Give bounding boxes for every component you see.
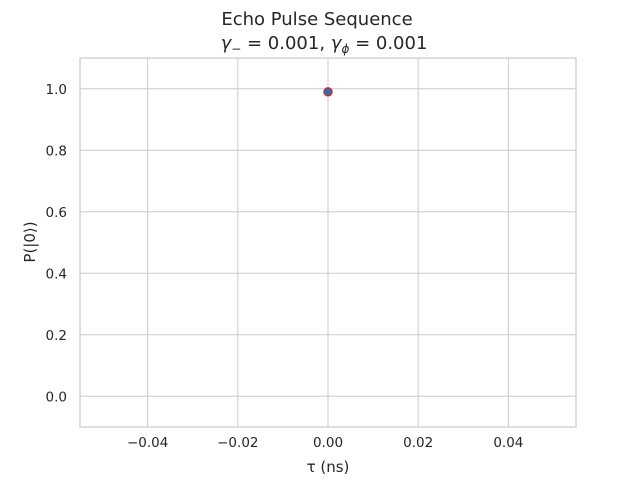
x-tick-label: 0.00 xyxy=(313,435,343,451)
x-tick-label: −0.02 xyxy=(217,435,258,451)
gamma-phi-symbol: γ xyxy=(331,33,343,54)
gamma-minus-subscript: − xyxy=(231,42,241,56)
gamma-minus-value: = 0.001, xyxy=(241,33,331,54)
y-tick-label: 0.2 xyxy=(46,328,67,344)
x-tick-label: −0.04 xyxy=(127,435,168,451)
y-tick-labels: 0.0 0.2 0.4 0.6 0.8 1.0 xyxy=(46,82,67,406)
x-tick-labels: −0.04 −0.02 0.00 0.02 0.04 xyxy=(127,435,523,451)
y-tick-label: 1.0 xyxy=(46,82,67,98)
gamma-phi-subscript: ϕ xyxy=(341,42,349,56)
chart-title-line1: Echo Pulse Sequence xyxy=(221,9,412,30)
y-tick-label: 0.4 xyxy=(46,266,67,282)
y-tick-label: 0.6 xyxy=(46,205,67,221)
x-axis-label: τ (ns) xyxy=(307,458,350,476)
y-tick-label: 0.8 xyxy=(46,143,67,159)
plot-frame xyxy=(79,57,577,428)
chart-title-line2: γ− = 0.001, γϕ = 0.001 xyxy=(221,33,428,56)
y-axis-label: P(|0⟩) xyxy=(21,221,39,262)
data-markers xyxy=(323,87,333,97)
x-tick-label: 0.02 xyxy=(403,435,433,451)
grid-lines xyxy=(80,58,576,427)
gamma-phi-value: = 0.001 xyxy=(349,33,427,54)
data-point xyxy=(323,87,333,97)
y-tick-label: 0.0 xyxy=(46,389,67,405)
x-tick-label: 0.04 xyxy=(493,435,523,451)
gamma-minus-symbol: γ xyxy=(221,33,233,54)
